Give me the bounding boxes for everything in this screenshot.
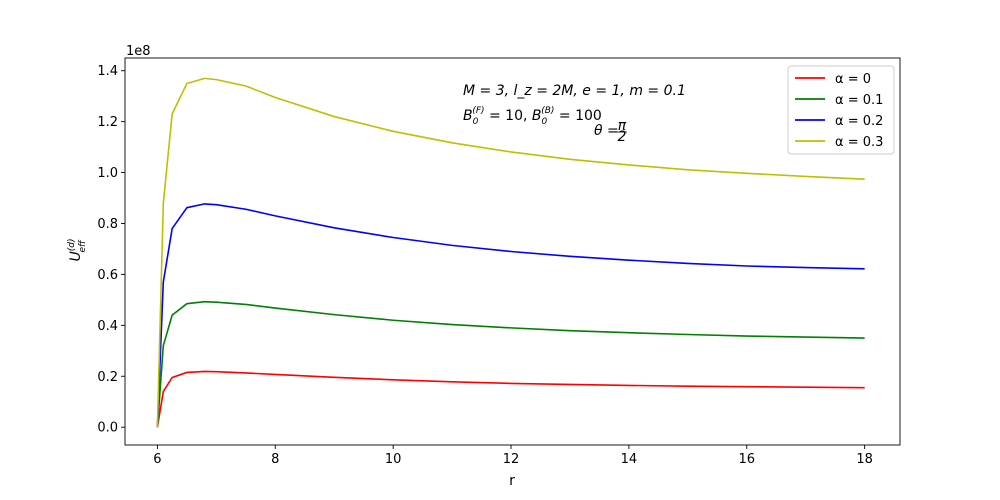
annotation-line-3: θ = π 2 [594, 118, 627, 145]
legend-label-2: α = 0.2 [835, 114, 883, 129]
x-tick-label: 18 [856, 452, 873, 467]
legend-label-1: α = 0.1 [835, 93, 883, 108]
y-tick-label: 0.8 [97, 217, 118, 232]
y-tick-label: 1.4 [97, 64, 118, 79]
annotation-line-1: M = 3, l_z = 2M, e = 1, m = 0.1 [463, 83, 686, 99]
legend-frame [787, 65, 895, 155]
x-tick-label: 10 [385, 452, 402, 467]
annotation-line-2: B0(F) = 10, B0(B) = 100 [463, 106, 602, 127]
axes-frame [124, 57, 901, 446]
y-axis-label-base: U [68, 251, 84, 261]
svg-text:π: π [618, 118, 627, 134]
series-line-0 [156, 370, 865, 428]
y-axis-label-sup: (d) [67, 239, 77, 252]
y-tick-label: 1.2 [97, 115, 118, 130]
series-line-3 [156, 77, 865, 428]
annotation-block: M = 3, l_z = 2M, e = 1, m = 0.1 B0(F) = … [463, 83, 686, 145]
x-tick-label: 12 [503, 452, 520, 467]
y-axis-label-sub: eff [78, 239, 88, 253]
svg-text:2: 2 [618, 129, 627, 145]
legend-label-3: α = 0.3 [835, 135, 883, 150]
series-line-1 [156, 300, 865, 428]
y-tick-label: 0.4 [97, 319, 118, 334]
y-axis-label: U(d)eff [67, 239, 88, 262]
x-tick-label: 6 [153, 452, 161, 467]
y-tick-label: 0.2 [97, 370, 118, 385]
legend-label-0: α = 0 [835, 72, 871, 87]
y-tick-label: 0.6 [97, 268, 118, 283]
legend: α = 0 α = 0.1 α = 0.2 α = 0.3 [787, 65, 895, 155]
series-line-2 [156, 203, 865, 428]
y-tick-label: 0.0 [97, 421, 118, 436]
y-offset-label: 1e8 [126, 44, 151, 59]
series-layer [156, 77, 865, 428]
x-tick-label: 8 [271, 452, 279, 467]
svg-text:U(d)eff: U(d)eff [67, 239, 88, 262]
y-tick-label: 1.0 [97, 166, 118, 181]
x-tick-label: 14 [621, 452, 638, 467]
axes-layer: 6 8 10 12 14 16 18 0.0 0.2 0.4 0.6 0.8 1.0 1.2 1.4 [97, 57, 901, 467]
x-axis-label: r [509, 473, 515, 489]
x-tick-label: 16 [738, 452, 755, 467]
svg-text:θ =: θ = [594, 123, 619, 139]
